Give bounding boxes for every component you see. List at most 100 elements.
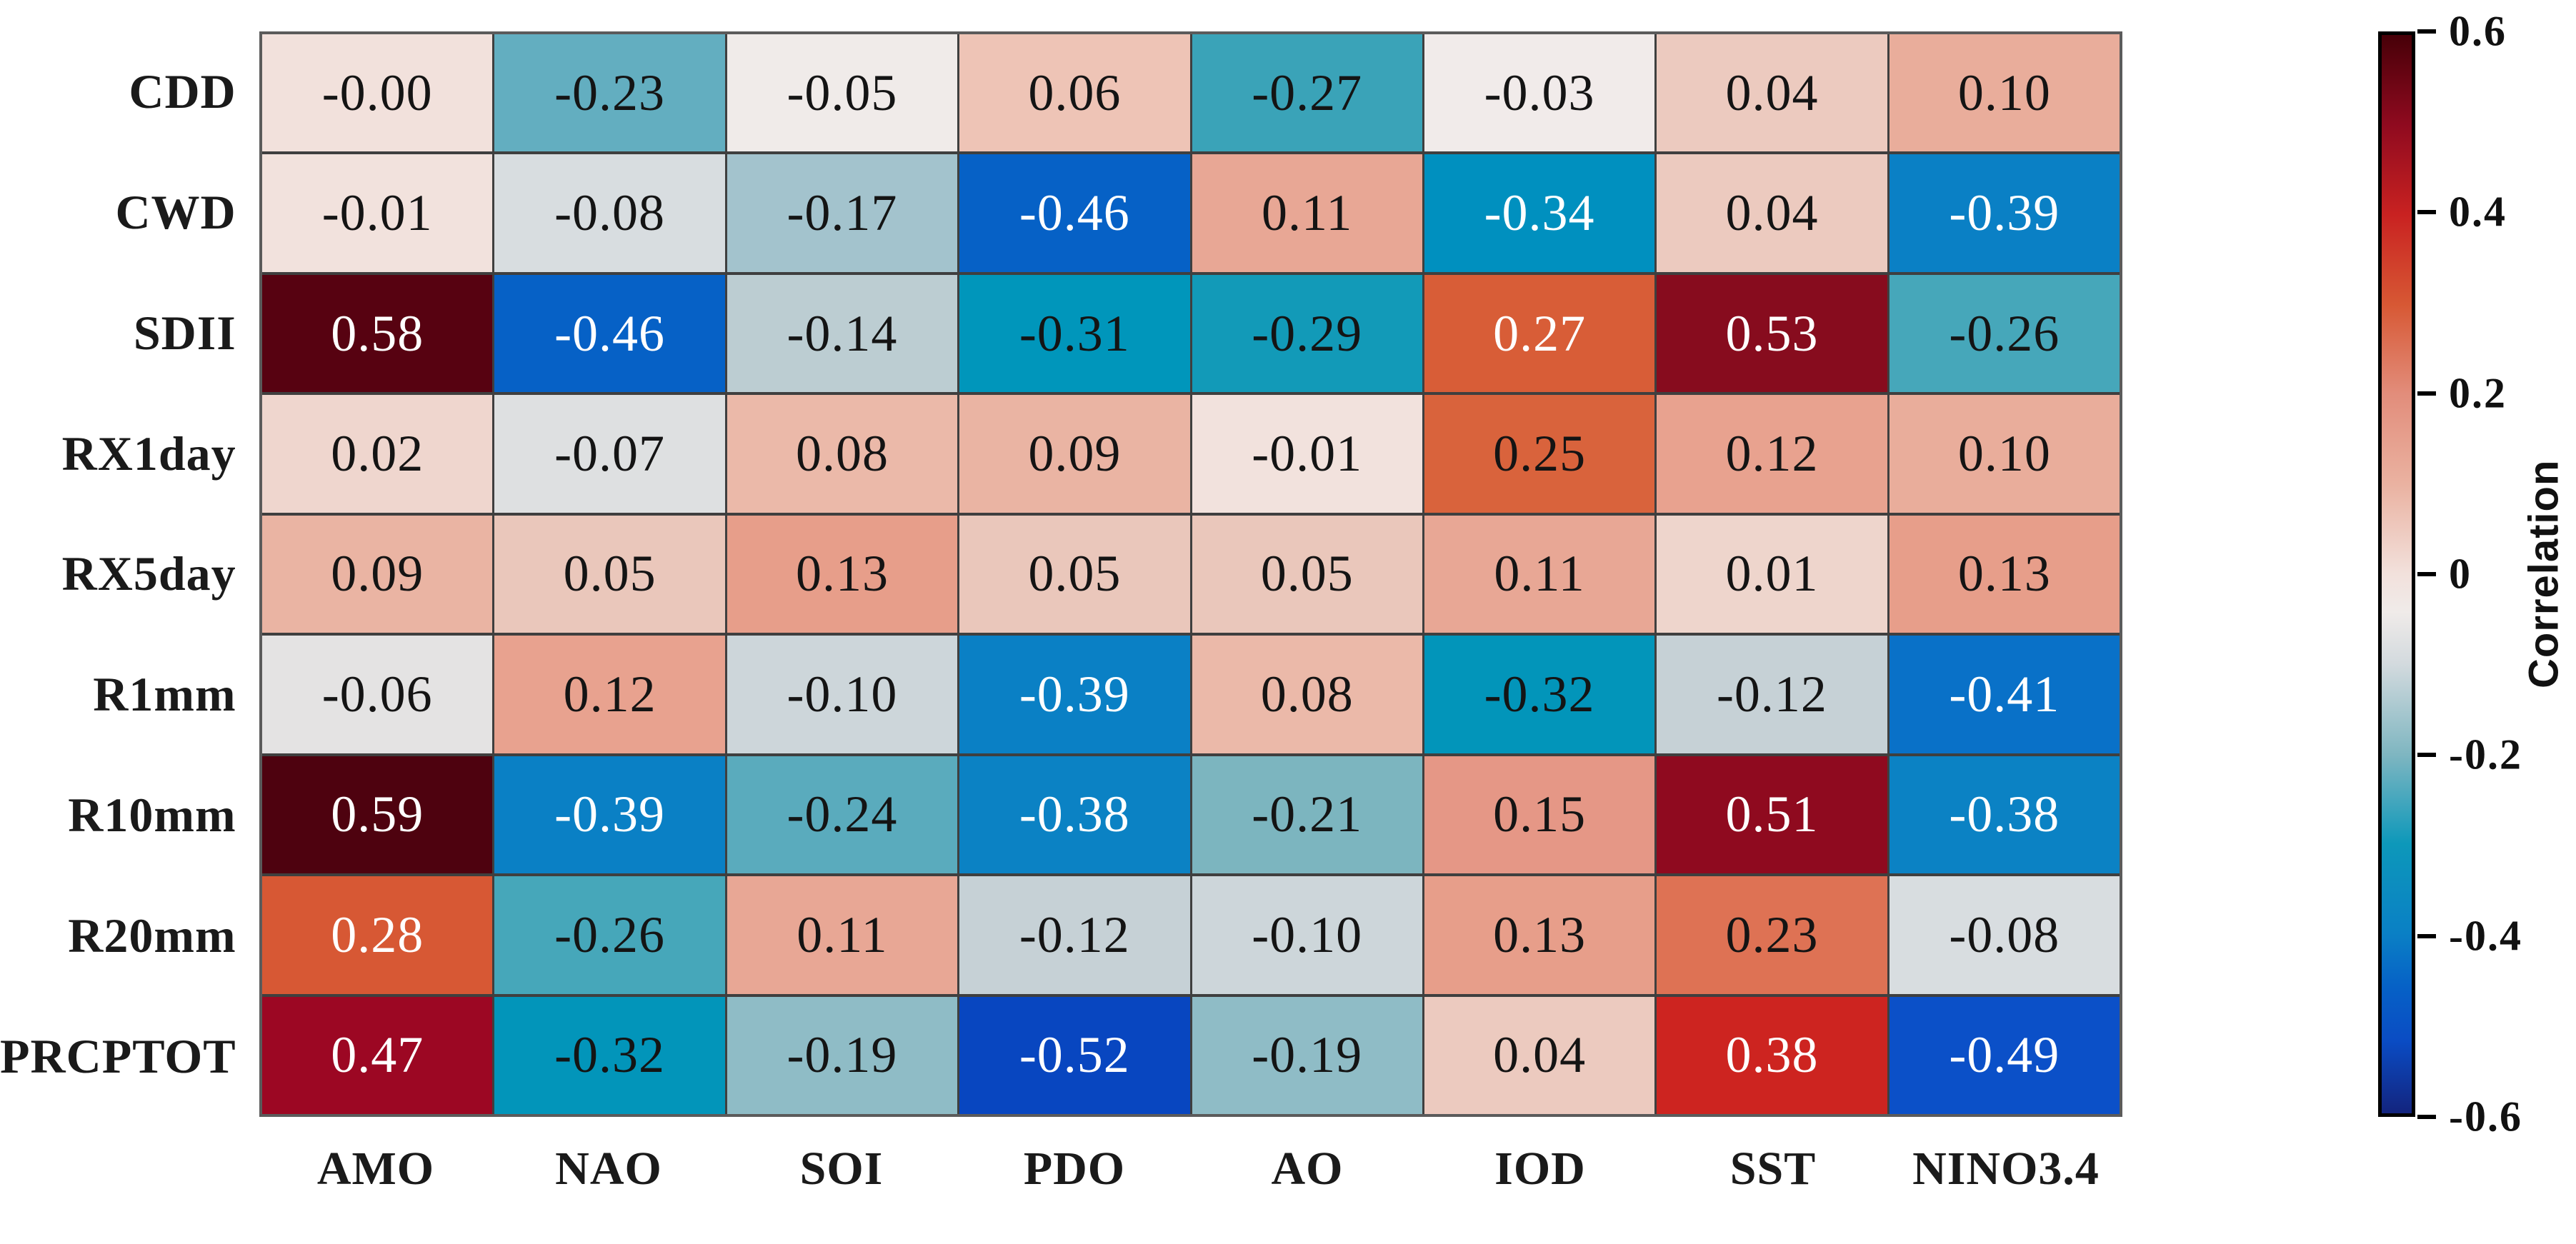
x-axis-labels: AMO NAO SOI PDO AO IOD SST NINO3.4 bbox=[259, 1130, 2122, 1208]
heatmap-cell: 0.13 bbox=[1889, 515, 2120, 633]
row-label-r1mm: R1mm bbox=[93, 667, 236, 722]
heatmap-grid: -0.00 -0.23 -0.05 0.06 -0.27 -0.03 0.04 0.10 -0.… bbox=[259, 31, 2122, 1117]
colorbar-tick-label: -0.2 bbox=[2449, 731, 2522, 778]
heatmap-cell: -0.26 bbox=[1889, 274, 2120, 393]
row-label-prcptot: PRCPTOT bbox=[0, 1029, 236, 1084]
row-label-rx1day: RX1day bbox=[61, 426, 236, 481]
heatmap-cell: -0.29 bbox=[1192, 274, 1422, 393]
heatmap-cell: 0.12 bbox=[494, 636, 725, 753]
heatmap-cell: -0.31 bbox=[959, 274, 1190, 393]
heatmap-cell: 0.04 bbox=[1657, 154, 1887, 272]
heatmap-cell: -0.10 bbox=[727, 636, 958, 753]
heatmap-cell: -0.39 bbox=[494, 756, 725, 874]
heatmap-cell: -0.52 bbox=[959, 996, 1190, 1114]
row-label-cdd: CDD bbox=[129, 64, 236, 119]
heatmap-cell: -0.12 bbox=[1657, 636, 1887, 753]
heatmap-cell: -0.26 bbox=[494, 876, 725, 994]
heatmap-cell: -0.14 bbox=[727, 274, 958, 393]
heatmap-cell: -0.12 bbox=[959, 876, 1190, 994]
column-label-pdo: PDO bbox=[1023, 1143, 1126, 1195]
heatmap-cell: 0.09 bbox=[959, 395, 1190, 513]
heatmap-cell: 0.06 bbox=[959, 34, 1190, 152]
colorbar-tick-label: 0.4 bbox=[2449, 188, 2507, 236]
heatmap-cell: 0.11 bbox=[1192, 154, 1422, 272]
heatmap-cell: -0.23 bbox=[494, 34, 725, 152]
colorbar-tick-mark bbox=[2417, 572, 2436, 576]
heatmap-cell: 0.05 bbox=[959, 515, 1190, 633]
heatmap-cell: -0.08 bbox=[494, 154, 725, 272]
heatmap-cell: -0.07 bbox=[494, 395, 725, 513]
colorbar-ticks: 0.6 0.4 0.2 0 -0.2 -0.4 -0.6 bbox=[2417, 8, 2576, 1140]
heatmap-cell: -0.34 bbox=[1424, 154, 1655, 272]
heatmap-cell: 0.11 bbox=[727, 876, 958, 994]
heatmap-cell: 0.04 bbox=[1424, 996, 1655, 1114]
heatmap-cell: 0.15 bbox=[1424, 756, 1655, 874]
column-label-ao: AO bbox=[1271, 1143, 1344, 1195]
heatmap-cell: 0.13 bbox=[727, 515, 958, 633]
colorbar-gradient bbox=[2378, 31, 2415, 1117]
colorbar-tick-mark bbox=[2417, 753, 2436, 758]
heatmap-cell: 0.09 bbox=[262, 515, 493, 633]
heatmap-cell: -0.39 bbox=[959, 636, 1190, 753]
heatmap-cell: -0.41 bbox=[1889, 636, 2120, 753]
heatmap-cell: 0.51 bbox=[1657, 756, 1887, 874]
colorbar-tick-mark bbox=[2417, 391, 2436, 396]
heatmap-cell: -0.06 bbox=[262, 636, 493, 753]
column-label-nao: NAO bbox=[555, 1143, 662, 1195]
heatmap-cell: -0.39 bbox=[1889, 154, 2120, 272]
heatmap-cell: -0.38 bbox=[1889, 756, 2120, 874]
heatmap-cell: 0.58 bbox=[262, 274, 493, 393]
heatmap-cell: -0.01 bbox=[1192, 395, 1422, 513]
heatmap-cell: -0.49 bbox=[1889, 996, 2120, 1114]
colorbar-tick-mark bbox=[2417, 29, 2436, 34]
heatmap-cell: -0.32 bbox=[494, 996, 725, 1114]
row-label-cwd: CWD bbox=[115, 184, 236, 239]
row-label-sdii: SDII bbox=[133, 305, 236, 360]
row-label-rx5day: RX5day bbox=[61, 546, 236, 601]
heatmap-cell: 0.10 bbox=[1889, 395, 2120, 513]
colorbar-tick-label: -0.4 bbox=[2449, 912, 2522, 960]
heatmap-cell: -0.00 bbox=[262, 34, 493, 152]
heatmap-cell: -0.01 bbox=[262, 154, 493, 272]
colorbar-tick-mark bbox=[2417, 1115, 2436, 1119]
heatmap-cell: -0.38 bbox=[959, 756, 1190, 874]
heatmap-cell: -0.21 bbox=[1192, 756, 1422, 874]
heatmap-cell: -0.46 bbox=[494, 274, 725, 393]
heatmap-cell: -0.17 bbox=[727, 154, 958, 272]
colorbar-axis-label: Correlation bbox=[2520, 459, 2567, 689]
column-label-nino3-4: NINO3.4 bbox=[1912, 1143, 2100, 1195]
heatmap-cell: -0.32 bbox=[1424, 636, 1655, 753]
colorbar-tick-label: 0.2 bbox=[2449, 369, 2507, 417]
heatmap-cell: 0.23 bbox=[1657, 876, 1887, 994]
heatmap-cell: 0.38 bbox=[1657, 996, 1887, 1114]
heatmap-cell: -0.19 bbox=[1192, 996, 1422, 1114]
heatmap-cell: 0.05 bbox=[1192, 515, 1422, 633]
colorbar-tick-mark bbox=[2417, 933, 2436, 938]
column-label-sst: SST bbox=[1729, 1143, 1817, 1195]
heatmap-cell: 0.47 bbox=[262, 996, 493, 1114]
column-label-amo: AMO bbox=[316, 1143, 435, 1195]
heatmap-cell: 0.53 bbox=[1657, 274, 1887, 393]
heatmap-cell: -0.10 bbox=[1192, 876, 1422, 994]
heatmap-cell: 0.08 bbox=[1192, 636, 1422, 753]
heatmap-cell: 0.25 bbox=[1424, 395, 1655, 513]
heatmap-cell: 0.13 bbox=[1424, 876, 1655, 994]
row-label-r20mm: R20mm bbox=[68, 908, 236, 963]
heatmap-cell: -0.03 bbox=[1424, 34, 1655, 152]
heatmap-cell: -0.08 bbox=[1889, 876, 2120, 994]
colorbar-tick-label: 0.6 bbox=[2449, 7, 2507, 55]
heatmap-cell: 0.01 bbox=[1657, 515, 1887, 633]
heatmap-cell: 0.28 bbox=[262, 876, 493, 994]
heatmap-cell: 0.11 bbox=[1424, 515, 1655, 633]
heatmap-cell: 0.12 bbox=[1657, 395, 1887, 513]
column-label-soi: SOI bbox=[799, 1143, 884, 1195]
heatmap-cell: -0.27 bbox=[1192, 34, 1422, 152]
heatmap-cell: 0.27 bbox=[1424, 274, 1655, 393]
heatmap-cell: 0.05 bbox=[494, 515, 725, 633]
heatmap-cell: 0.10 bbox=[1889, 34, 2120, 152]
colorbar-tick-label: -0.6 bbox=[2449, 1093, 2522, 1140]
heatmap-cell: 0.02 bbox=[262, 395, 493, 513]
heatmap-cell: -0.19 bbox=[727, 996, 958, 1114]
row-label-r10mm: R10mm bbox=[68, 788, 236, 843]
